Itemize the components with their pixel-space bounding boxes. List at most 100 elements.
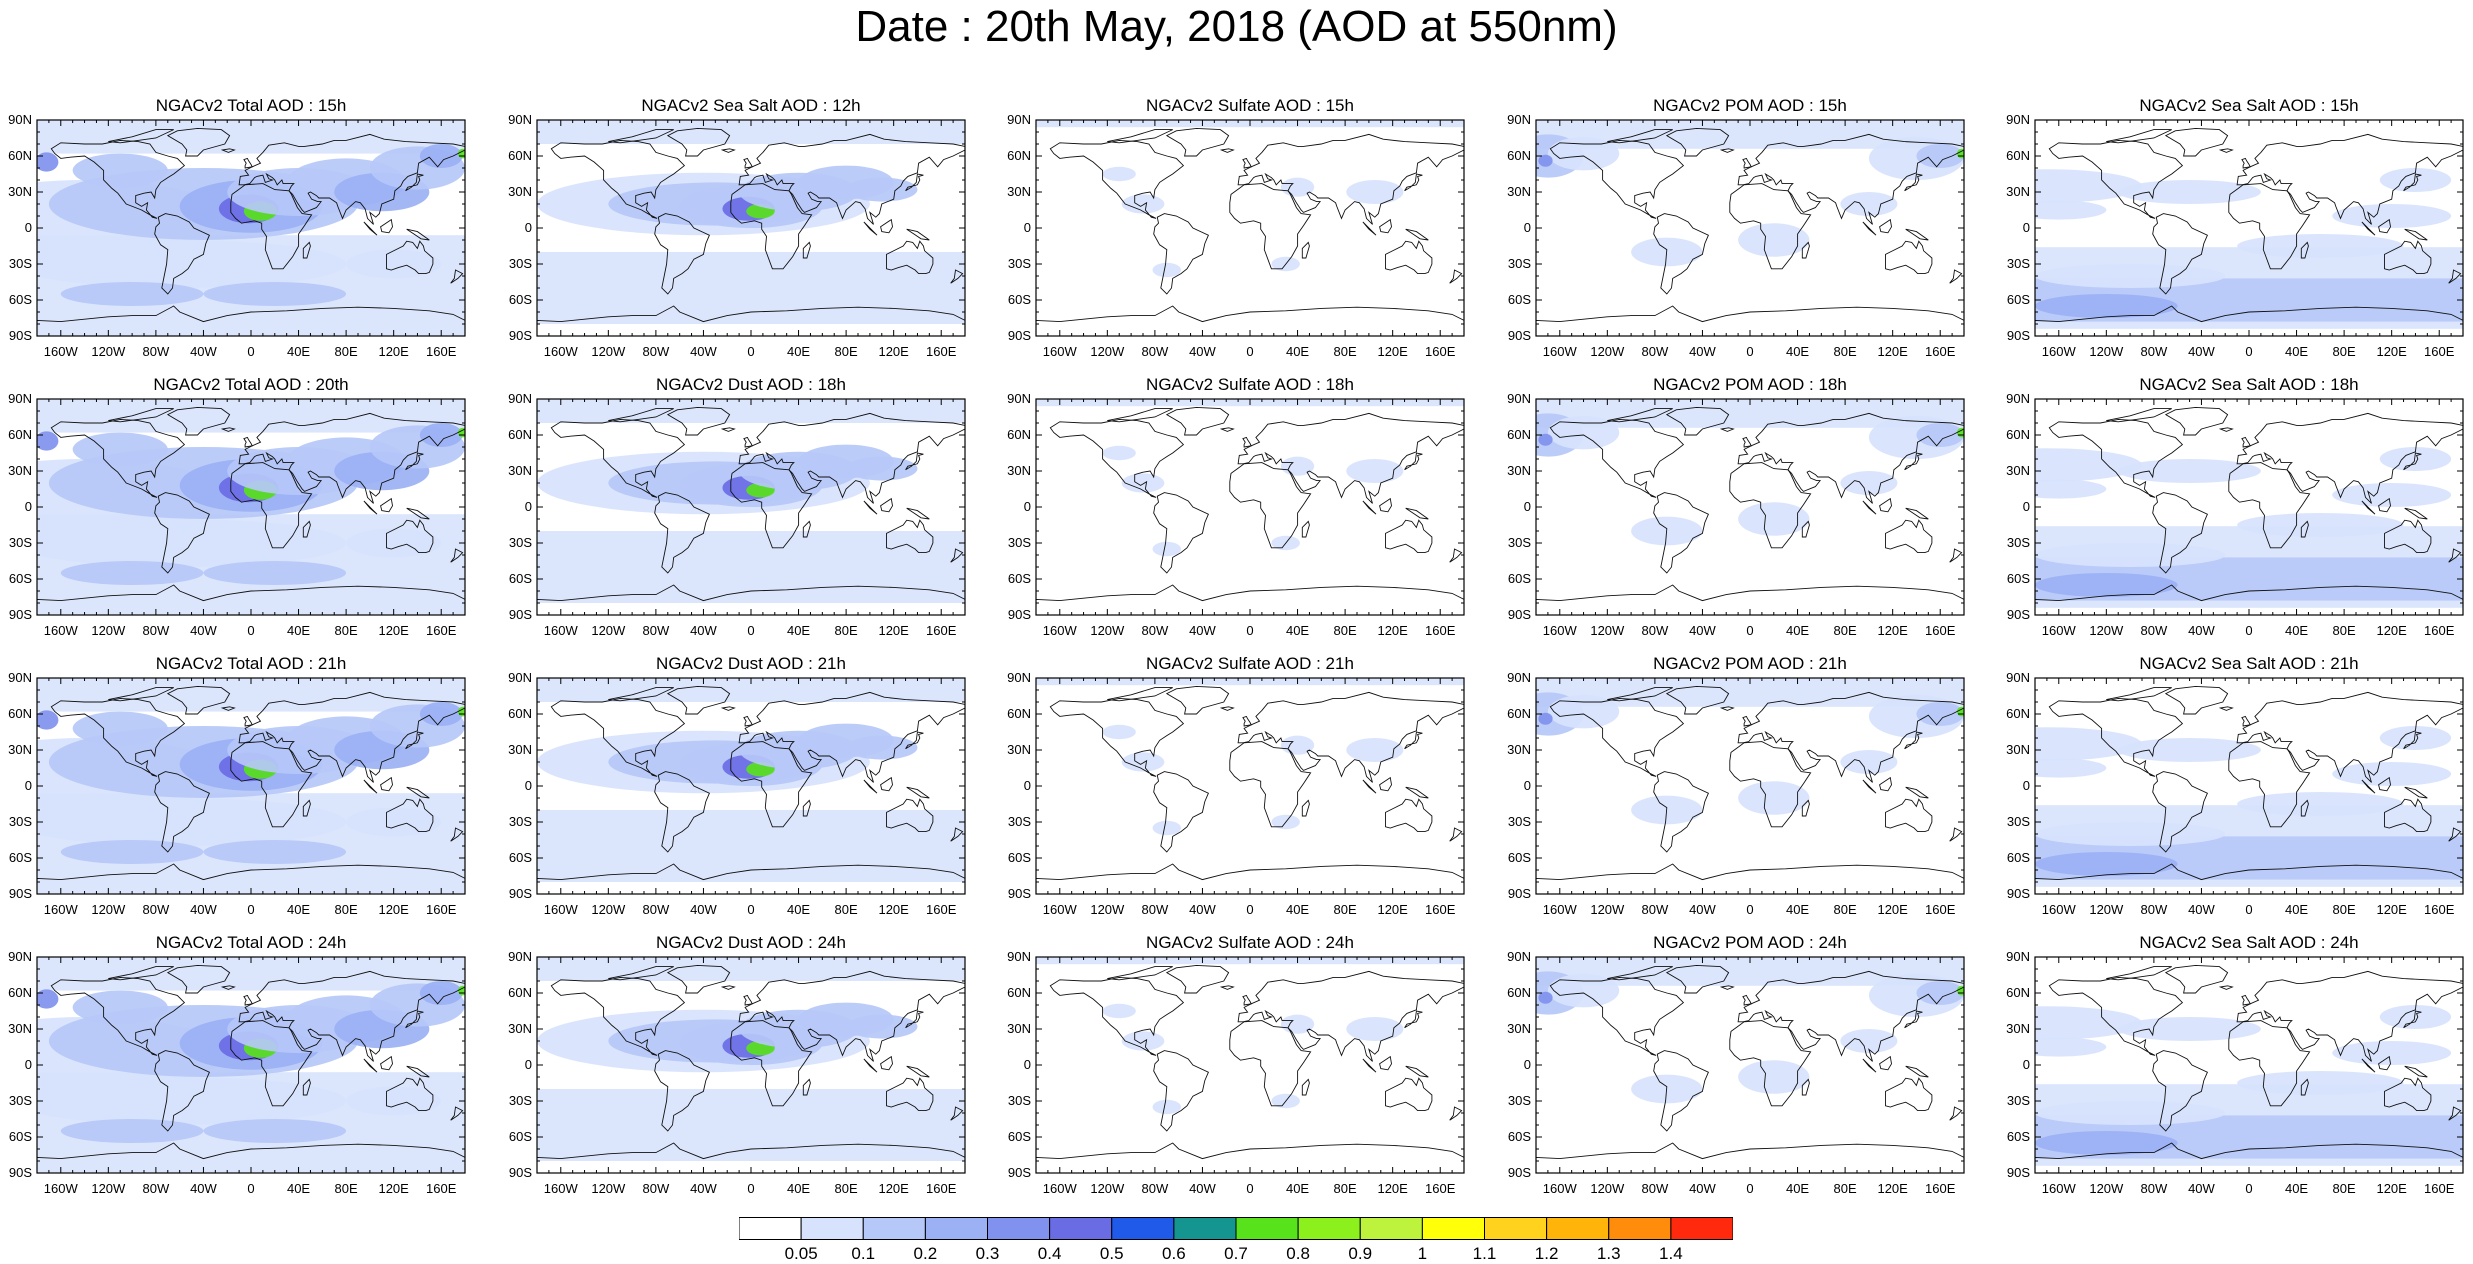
lon-tick-label: 160W [43, 902, 78, 917]
panel-title: NGACv2 POM AOD : 24h [1653, 933, 1847, 952]
lon-tick-label: 40E [1785, 344, 1810, 359]
aod-patch [203, 282, 347, 306]
aod-field [2035, 399, 2463, 615]
coastline [608, 687, 674, 702]
lon-tick-label: 0 [747, 623, 755, 638]
coastline [2404, 507, 2428, 520]
lon-tick-label: 40W [190, 623, 217, 638]
aod-patch [2118, 738, 2261, 762]
lat-tick-label: 90N [508, 949, 532, 964]
panel-title: NGACv2 Dust AOD : 18h [656, 375, 846, 394]
coastline [2404, 786, 2428, 799]
coastline [230, 462, 313, 549]
coastline [50, 697, 186, 777]
coastline [2241, 715, 2251, 727]
lat-tick-label: 90N [1507, 949, 1531, 964]
coastline [2106, 408, 2172, 423]
aod-patch [846, 1014, 918, 1039]
lon-tick-label: 80W [1641, 344, 1669, 359]
coastline [537, 863, 965, 894]
coastline [1229, 1020, 1312, 1107]
coastline [2361, 221, 2376, 236]
aod-field [37, 120, 465, 336]
aod-patch [2035, 573, 2178, 597]
coastline [2236, 970, 2463, 1062]
coastline [220, 985, 236, 990]
panel-title: NGACv2 Total AOD : 21h [155, 654, 347, 673]
lon-tick-label: 120W [1590, 344, 1625, 359]
lat-tick-label: 30N [508, 184, 532, 199]
coastline [1905, 1065, 1929, 1078]
coastline [238, 970, 465, 1062]
coastline [363, 500, 378, 515]
coastline [302, 520, 311, 538]
coastline [666, 406, 731, 436]
coastline [1801, 241, 1810, 259]
lon-tick-label: 160E [1925, 623, 1956, 638]
coastline [654, 1050, 710, 1132]
lon-tick-label: 40E [1285, 1181, 1310, 1196]
tick-marks [1035, 398, 1465, 616]
coastline [363, 1058, 378, 1073]
lat-tick-label: 30N [1507, 742, 1531, 757]
coastline [1719, 706, 1735, 711]
coastline [2378, 497, 2391, 513]
aod-map-sulfate [1035, 398, 1465, 616]
lat-tick-label: 0 [1523, 1057, 1531, 1072]
coastline [2035, 584, 2463, 615]
lon-tick-label: 0 [1246, 344, 1254, 359]
coastline [154, 771, 210, 853]
lat-tick-label: 60N [508, 985, 532, 1000]
lat-tick-label: 30S [2006, 1093, 2030, 1108]
lon-tick-label: 80W [642, 1181, 670, 1196]
coastline [1219, 985, 1235, 990]
aod-patch [1280, 456, 1315, 476]
lat-tick-label: 90N [8, 670, 32, 685]
aod-patch [419, 702, 463, 726]
aod-patch [1840, 1029, 1898, 1053]
aod-patch [1538, 712, 1553, 725]
lat-tick-label: 60S [1507, 850, 1531, 865]
lat-tick-label: 90S [8, 1165, 32, 1180]
coastline [1729, 741, 1812, 828]
lon-tick-label: 120W [2089, 902, 2124, 917]
lat-tick-label: 60S [508, 850, 532, 865]
lon-tick-label: 0 [1746, 344, 1754, 359]
lat-tick-label: 30S [1507, 256, 1531, 271]
aod-patch [1956, 706, 1964, 717]
coastline [1719, 985, 1735, 990]
lon-tick-label: 120W [1590, 902, 1625, 917]
lon-tick-label: 80W [142, 344, 170, 359]
lon-tick-label: 120E [878, 1181, 909, 1196]
aod-patch [346, 807, 442, 837]
lat-tick-label: 60N [2006, 148, 2030, 163]
lat-tick-label: 60N [2006, 427, 2030, 442]
lat-tick-label: 60N [1507, 427, 1531, 442]
lat-tick-label: 60S [2006, 850, 2030, 865]
lat-tick-label: 0 [1523, 499, 1531, 514]
lon-tick-label: 80E [834, 902, 858, 917]
lon-tick-label: 160E [926, 623, 957, 638]
coastline [1229, 741, 1312, 828]
lon-tick-label: 40E [786, 902, 811, 917]
colorbar-tick-label: 1.2 [1534, 1244, 1559, 1263]
lon-tick-label: 160W [1542, 1181, 1577, 1196]
lon-tick-label: 40E [786, 344, 811, 359]
lat-tick-label: 0 [2022, 220, 2030, 235]
coastline [1405, 228, 1429, 241]
lat-tick-label: 60N [2006, 706, 2030, 721]
coastline [1036, 863, 1464, 894]
coastline [380, 776, 393, 792]
coastline [880, 497, 893, 513]
coastline [220, 148, 236, 153]
lon-tick-label: 160E [1425, 344, 1456, 359]
coastline [37, 1142, 465, 1173]
lon-tick-label: 0 [1746, 902, 1754, 917]
lat-tick-label: 90N [1007, 670, 1031, 685]
panel-title: NGACv2 Sea Salt AOD : 24h [2139, 933, 2359, 952]
lon-tick-label: 160W [43, 344, 78, 359]
lon-tick-label: 120W [591, 1181, 626, 1196]
coastline [1665, 685, 1730, 715]
coastline [1905, 228, 1929, 241]
coastline [2378, 776, 2391, 792]
